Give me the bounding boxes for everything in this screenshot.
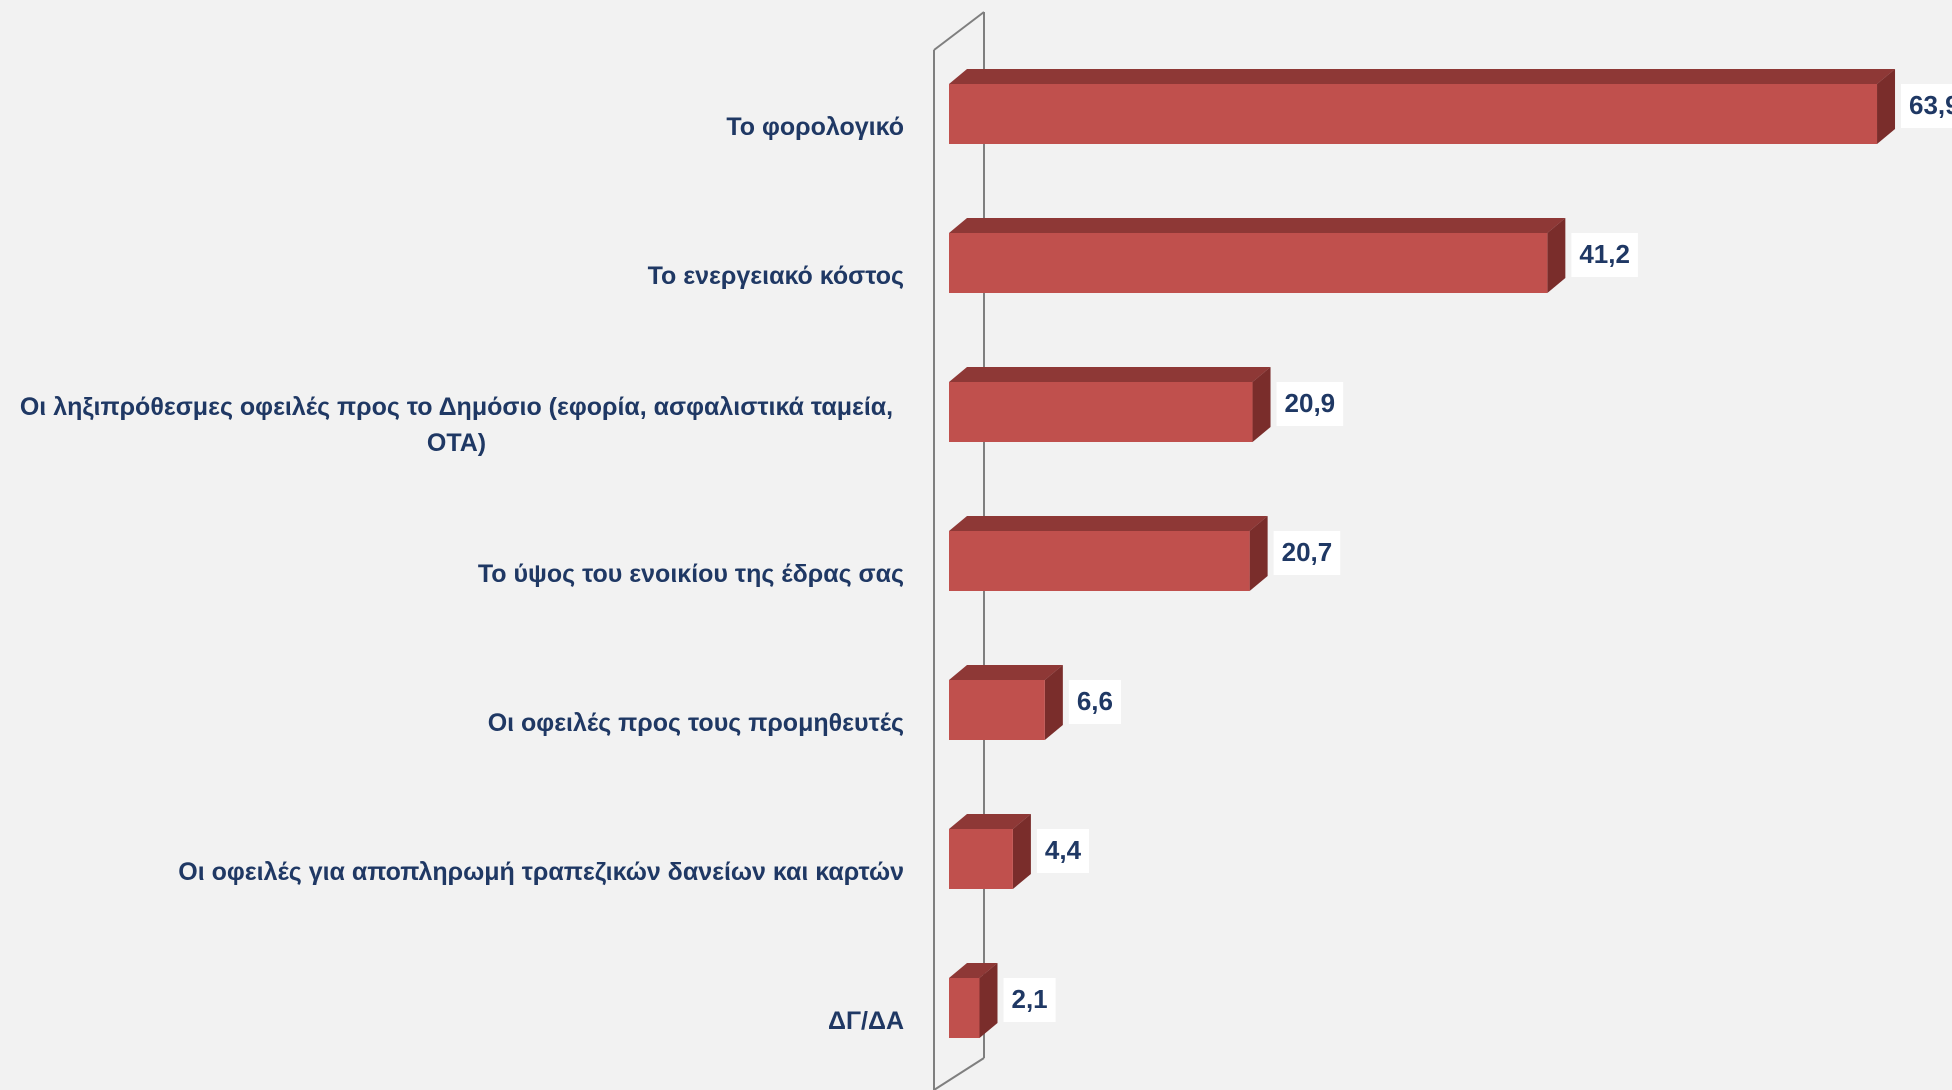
value-label-box: [1273, 531, 1341, 575]
value-label-box: [1571, 233, 1638, 277]
value-label-box: [1003, 978, 1056, 1022]
value-label-box: [1068, 680, 1122, 724]
bar: [949, 84, 1878, 144]
value-label: 20,7: [1282, 537, 1333, 567]
value-label: 20,9: [1285, 388, 1336, 418]
bar: [949, 978, 980, 1038]
bar-top: [949, 665, 1063, 680]
bar-side: [1252, 367, 1271, 442]
category-label: Το φορολογικό: [726, 112, 904, 141]
category-label: Το ύψος του ενοικίου της έδρας σας: [477, 559, 904, 588]
bar-side: [1044, 665, 1063, 740]
value-label: 2,1: [1011, 984, 1047, 1014]
bar-side: [1547, 218, 1566, 293]
category-label: Οι οφειλές για αποπληρωμή τραπεζικών δαν…: [178, 857, 904, 886]
bar-top: [949, 218, 1566, 233]
value-label-box: [1276, 382, 1344, 426]
value-label: 4,4: [1045, 835, 1082, 865]
bar-top: [949, 516, 1268, 531]
value-label: 63,9: [1909, 90, 1952, 120]
bar-top: [949, 963, 998, 978]
bar-side: [1012, 814, 1031, 889]
bar: [949, 680, 1045, 740]
bar: [949, 829, 1013, 889]
bar-top: [949, 367, 1271, 382]
bar-top: [949, 69, 1896, 84]
value-label: 6,6: [1077, 686, 1113, 716]
bar: [949, 382, 1253, 442]
bar-side: [1249, 516, 1268, 591]
category-label: ΔΓ/ΔΑ: [828, 1006, 904, 1035]
bar-top: [949, 814, 1031, 829]
category-label: Οι ληξιπρόθεσμες οφειλές προς το Δημόσιο…: [19, 392, 894, 457]
value-label: 41,2: [1579, 239, 1630, 269]
category-label: Οι οφειλές προς τους προμηθευτές: [487, 708, 904, 737]
value-label-box: [1901, 84, 1952, 128]
category-label: Το ενεργειακό κόστος: [647, 261, 904, 290]
value-label-box: [1036, 829, 1090, 873]
bar: [949, 531, 1250, 591]
bar-side: [1877, 69, 1896, 144]
bar: [949, 233, 1548, 293]
bar-side: [979, 963, 998, 1038]
